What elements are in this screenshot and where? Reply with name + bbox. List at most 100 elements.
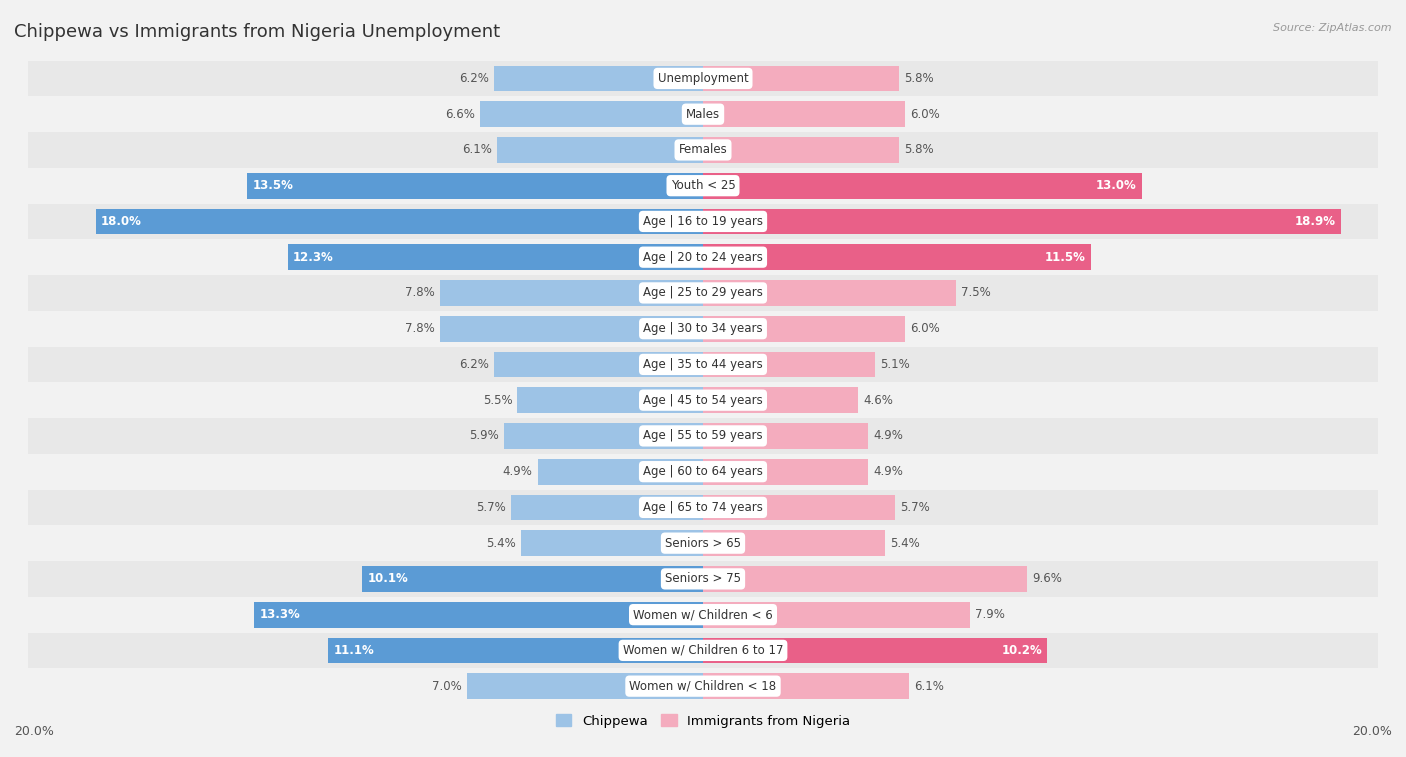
Text: 4.9%: 4.9%	[873, 465, 903, 478]
Text: 5.7%: 5.7%	[475, 501, 506, 514]
Text: 11.1%: 11.1%	[333, 644, 374, 657]
Text: 5.5%: 5.5%	[482, 394, 512, 407]
Text: 13.3%: 13.3%	[259, 608, 299, 621]
Text: Age | 60 to 64 years: Age | 60 to 64 years	[643, 465, 763, 478]
Bar	[28, 597, 1378, 633]
Bar	[28, 347, 1378, 382]
Bar	[537, 459, 703, 484]
Bar	[703, 351, 875, 377]
Text: 20.0%: 20.0%	[14, 725, 53, 738]
Text: 6.0%: 6.0%	[911, 322, 941, 335]
Bar	[467, 673, 703, 699]
Bar	[28, 490, 1378, 525]
Text: 18.0%: 18.0%	[101, 215, 142, 228]
Text: Females: Females	[679, 143, 727, 157]
Text: 11.5%: 11.5%	[1045, 251, 1085, 263]
Text: Chippewa vs Immigrants from Nigeria Unemployment: Chippewa vs Immigrants from Nigeria Unem…	[14, 23, 501, 41]
Text: Age | 45 to 54 years: Age | 45 to 54 years	[643, 394, 763, 407]
Bar	[481, 101, 703, 127]
Bar	[703, 388, 858, 413]
Text: 7.5%: 7.5%	[962, 286, 991, 300]
Text: 18.9%: 18.9%	[1295, 215, 1336, 228]
Bar	[703, 423, 869, 449]
Bar	[517, 388, 703, 413]
Bar	[28, 453, 1378, 490]
Text: Age | 20 to 24 years: Age | 20 to 24 years	[643, 251, 763, 263]
Text: Males: Males	[686, 107, 720, 120]
Text: Age | 16 to 19 years: Age | 16 to 19 years	[643, 215, 763, 228]
Bar	[703, 245, 1091, 270]
Text: 7.9%: 7.9%	[974, 608, 1004, 621]
Text: 5.4%: 5.4%	[890, 537, 920, 550]
Bar	[703, 637, 1047, 663]
Bar	[703, 530, 886, 556]
Bar	[703, 459, 869, 484]
Bar	[28, 525, 1378, 561]
Bar	[28, 239, 1378, 275]
Text: 7.0%: 7.0%	[432, 680, 461, 693]
Text: 13.0%: 13.0%	[1095, 179, 1136, 192]
Bar	[28, 96, 1378, 132]
Text: 5.9%: 5.9%	[470, 429, 499, 442]
Text: 6.2%: 6.2%	[458, 72, 489, 85]
Bar	[28, 311, 1378, 347]
Bar	[28, 61, 1378, 96]
Text: 10.2%: 10.2%	[1001, 644, 1042, 657]
Bar	[703, 280, 956, 306]
Text: 7.8%: 7.8%	[405, 286, 434, 300]
Bar	[703, 602, 970, 628]
Bar	[28, 382, 1378, 418]
Bar	[703, 494, 896, 520]
Text: Age | 25 to 29 years: Age | 25 to 29 years	[643, 286, 763, 300]
Bar	[288, 245, 703, 270]
Bar	[703, 101, 905, 127]
Text: 10.1%: 10.1%	[367, 572, 408, 585]
Text: 6.1%: 6.1%	[914, 680, 943, 693]
Text: Age | 30 to 34 years: Age | 30 to 34 years	[643, 322, 763, 335]
Text: 7.8%: 7.8%	[405, 322, 434, 335]
Text: 20.0%: 20.0%	[1353, 725, 1392, 738]
Bar	[503, 423, 703, 449]
Bar	[494, 66, 703, 92]
Text: Women w/ Children < 6: Women w/ Children < 6	[633, 608, 773, 621]
Bar	[363, 566, 703, 592]
Bar	[440, 280, 703, 306]
Bar	[703, 316, 905, 341]
Bar	[329, 637, 703, 663]
Text: 6.1%: 6.1%	[463, 143, 492, 157]
Bar	[28, 168, 1378, 204]
Bar	[703, 137, 898, 163]
Legend: Chippewa, Immigrants from Nigeria: Chippewa, Immigrants from Nigeria	[550, 709, 856, 733]
Bar	[703, 566, 1026, 592]
Text: 5.1%: 5.1%	[880, 358, 910, 371]
Bar	[28, 561, 1378, 597]
Text: Youth < 25: Youth < 25	[671, 179, 735, 192]
Bar	[703, 208, 1341, 234]
Bar	[28, 668, 1378, 704]
Bar	[28, 418, 1378, 453]
Text: Age | 35 to 44 years: Age | 35 to 44 years	[643, 358, 763, 371]
Text: 12.3%: 12.3%	[292, 251, 333, 263]
Text: 13.5%: 13.5%	[253, 179, 294, 192]
Bar	[96, 208, 703, 234]
Bar	[254, 602, 703, 628]
Bar	[703, 673, 908, 699]
Text: 4.9%: 4.9%	[873, 429, 903, 442]
Text: 5.4%: 5.4%	[486, 537, 516, 550]
Text: 9.6%: 9.6%	[1032, 572, 1062, 585]
Bar	[494, 351, 703, 377]
Bar	[28, 275, 1378, 311]
Text: Seniors > 65: Seniors > 65	[665, 537, 741, 550]
Text: Age | 55 to 59 years: Age | 55 to 59 years	[643, 429, 763, 442]
Text: Women w/ Children 6 to 17: Women w/ Children 6 to 17	[623, 644, 783, 657]
Bar	[520, 530, 703, 556]
Text: 4.9%: 4.9%	[503, 465, 533, 478]
Bar	[28, 204, 1378, 239]
Bar	[510, 494, 703, 520]
Bar	[28, 132, 1378, 168]
Text: 5.8%: 5.8%	[904, 72, 934, 85]
Text: Seniors > 75: Seniors > 75	[665, 572, 741, 585]
Text: 4.6%: 4.6%	[863, 394, 893, 407]
Bar	[247, 173, 703, 198]
Text: 6.2%: 6.2%	[458, 358, 489, 371]
